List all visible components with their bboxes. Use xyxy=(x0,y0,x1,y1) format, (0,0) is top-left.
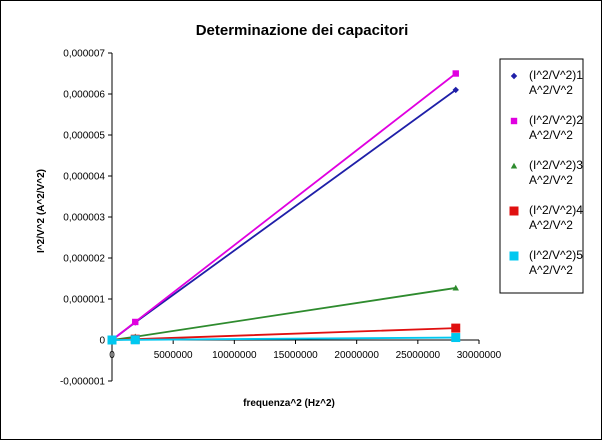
y-tick-label: 0,000001 xyxy=(63,295,105,306)
legend-marker-1 xyxy=(510,72,518,80)
series-4-point xyxy=(451,323,461,333)
y-tick-label: 0,000006 xyxy=(63,90,105,101)
x-tick-label: 30000000 xyxy=(457,350,502,361)
series-5-point xyxy=(451,333,461,343)
y-tick-label: 0,000007 xyxy=(63,49,105,60)
legend-marker-3 xyxy=(510,162,518,169)
legend-label-3: (I^2/V^2)3 A^2/V^2 xyxy=(529,158,583,187)
x-tick-label: 15000000 xyxy=(273,350,318,361)
legend-label-4: (I^2/V^2)4 A^2/V^2 xyxy=(529,203,583,232)
chart-title: Determinazione dei capacitori xyxy=(196,22,409,39)
y-tick-label: 0,000004 xyxy=(63,172,105,183)
x-tick-label: 5000000 xyxy=(154,350,193,361)
x-tick-label: 10000000 xyxy=(212,350,257,361)
y-axis-label: I^2/V^2 (A^2/V^2) xyxy=(36,169,47,253)
x-tick-label: 20000000 xyxy=(334,350,379,361)
x-tick-label: 0 xyxy=(109,350,115,361)
x-tick-label: 25000000 xyxy=(396,350,441,361)
x-axis-label: frequenza^2 (Hz^2) xyxy=(243,398,335,409)
plot-area: -0,000001 0 0,000001 0,000002 0,000003 0,0000… xyxy=(60,49,502,388)
legend-marker-5 xyxy=(509,251,519,261)
y-tick-label: 0,000003 xyxy=(63,213,105,224)
series-2-line xyxy=(111,72,457,341)
legend: (I^2/V^2)1 A^2/V^2 (I^2/V^2)2 A^2/V^2 (I^2/V… xyxy=(499,58,584,294)
y-tick-label: 0,000002 xyxy=(63,254,105,265)
series-3-point xyxy=(452,284,459,291)
series-1-line xyxy=(111,89,457,341)
y-tick-label: -0,000001 xyxy=(60,377,105,388)
y-tick-label: 0 xyxy=(99,336,105,347)
series-5-point xyxy=(130,335,140,345)
legend-label-5: (I^2/V^2)5 A^2/V^2 xyxy=(529,248,583,277)
series-1-point xyxy=(452,86,459,94)
series-2-point xyxy=(132,318,139,326)
legend-label-1: (I^2/V^2)1 A^2/V^2 xyxy=(529,68,583,97)
legend-label-2: (I^2/V^2)2 A^2/V^2 xyxy=(529,113,583,142)
legend-marker-2 xyxy=(510,117,518,125)
y-tick-label: 0,000005 xyxy=(63,131,105,142)
series-2-point xyxy=(452,70,459,77)
legend-marker-4 xyxy=(509,206,519,216)
series-3-line xyxy=(111,287,456,341)
series-5-point xyxy=(107,335,117,345)
